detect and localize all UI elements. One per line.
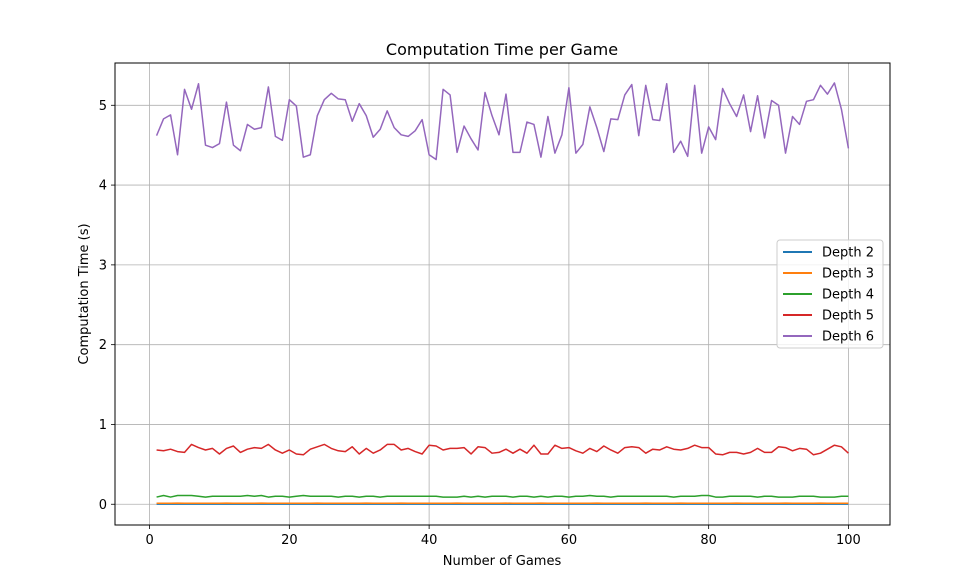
y-tick-label: 3 — [99, 258, 107, 273]
legend-label-depth-5: Depth 5 — [822, 309, 874, 324]
x-axis: 0 20 40 60 80 100 — [145, 525, 861, 548]
plot-frame — [114, 62, 891, 526]
y-axis: 0 1 2 3 4 5 — [99, 99, 115, 513]
x-tick-label: 20 — [281, 533, 298, 548]
y-axis-label: Computation Time (s) — [77, 223, 92, 364]
x-tick-label: 80 — [700, 533, 717, 548]
legend-label-depth-4: Depth 4 — [822, 288, 874, 303]
legend-label-depth-3: Depth 3 — [822, 267, 874, 282]
legend-label-depth-2: Depth 2 — [822, 246, 874, 261]
y-tick-label: 5 — [99, 99, 107, 114]
series-line-depth-4 — [156, 494, 849, 498]
x-axis-label: Number of Games — [443, 554, 562, 569]
series-layer — [155, 82, 850, 505]
y-tick-label: 2 — [99, 338, 107, 353]
x-tick-label: 60 — [561, 533, 578, 548]
chart-title: Computation Time per Game — [386, 40, 618, 59]
x-tick-label: 100 — [836, 533, 861, 548]
y-tick-label: 4 — [99, 179, 107, 194]
series-line-depth-5 — [156, 443, 849, 456]
legend-label-depth-6: Depth 6 — [822, 330, 874, 345]
y-tick-label: 1 — [99, 418, 107, 433]
x-tick-label: 40 — [421, 533, 438, 548]
series-line-depth-6 — [155, 82, 850, 161]
legend-box — [776, 239, 884, 349]
y-tick-label: 0 — [99, 498, 107, 513]
legend: Depth 2 Depth 3 Depth 4 Depth 5 Depth 6 — [776, 239, 884, 349]
x-tick-label: 0 — [145, 533, 153, 548]
